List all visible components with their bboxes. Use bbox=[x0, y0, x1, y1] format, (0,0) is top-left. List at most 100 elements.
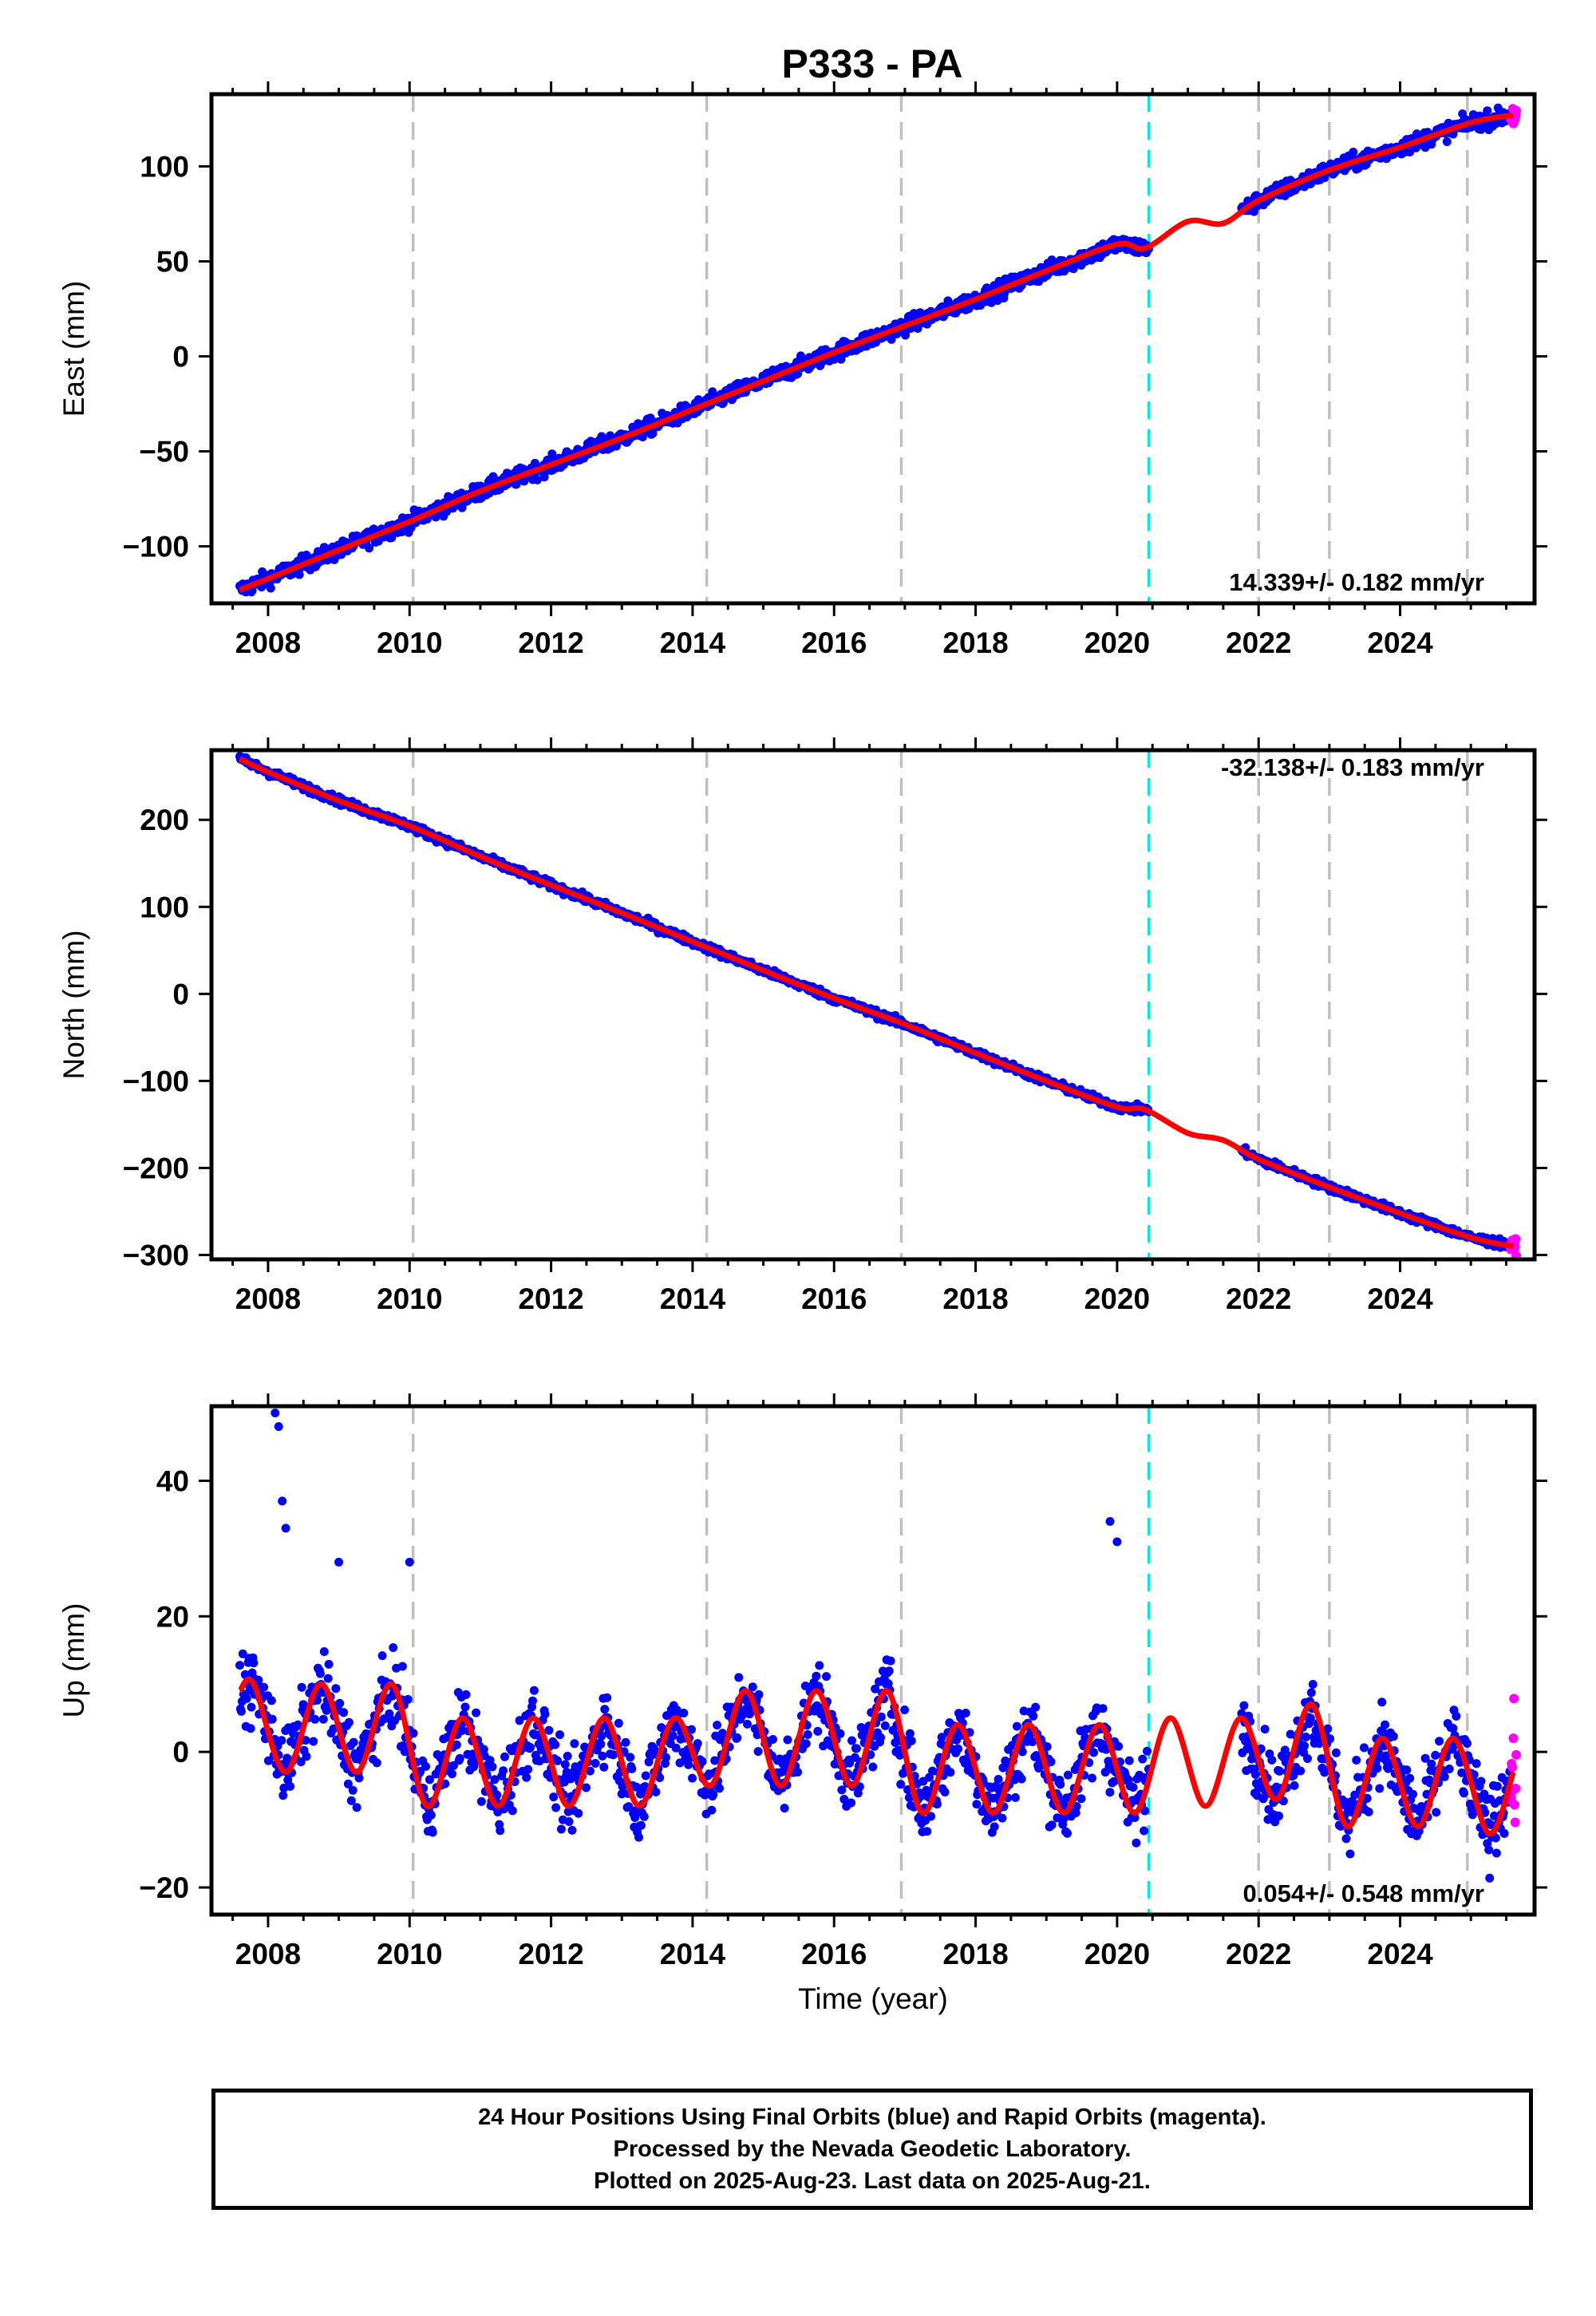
data-point bbox=[1306, 1713, 1315, 1723]
data-point bbox=[539, 472, 549, 482]
model-curve bbox=[239, 756, 1515, 1250]
x-tick-label: 2024 bbox=[1367, 1938, 1433, 1970]
velocity-label: -32.138+/- 0.183 mm/yr bbox=[1221, 753, 1484, 781]
data-point bbox=[397, 1662, 407, 1671]
data-point bbox=[884, 1666, 894, 1676]
data-point bbox=[1435, 1737, 1444, 1746]
data-point bbox=[598, 1751, 607, 1761]
data-point bbox=[526, 1743, 535, 1752]
data-point bbox=[803, 1730, 812, 1739]
up-panel: 2008 2010 2012 2014 2016 2018 2020 2022 2024−200… bbox=[57, 1393, 1547, 2015]
data-point bbox=[822, 1672, 831, 1682]
final-orbit-points bbox=[235, 1408, 1515, 1883]
data-point bbox=[614, 1718, 623, 1728]
data-point bbox=[922, 1827, 932, 1836]
data-point bbox=[662, 1753, 670, 1762]
data-point bbox=[1114, 1741, 1124, 1751]
data-point bbox=[753, 1747, 763, 1757]
data-point bbox=[876, 1733, 885, 1742]
data-point bbox=[448, 1769, 456, 1779]
plot-frame bbox=[209, 1404, 1537, 1917]
data-point bbox=[900, 1705, 910, 1714]
x-tick-label: 2020 bbox=[1084, 626, 1150, 659]
data-point bbox=[634, 1832, 643, 1842]
data-point bbox=[1143, 1746, 1152, 1756]
data-point bbox=[1260, 1725, 1270, 1734]
data-point bbox=[940, 1788, 950, 1796]
data-point bbox=[1300, 1741, 1310, 1751]
velocity-label: 0.054+/- 0.548 mm/yr bbox=[1243, 1879, 1484, 1907]
data-point bbox=[599, 1762, 609, 1772]
data-point bbox=[294, 570, 304, 579]
processing-caption: 24 Hour Positions Using Final Orbits (bl… bbox=[211, 2089, 1533, 2210]
data-point bbox=[476, 1796, 486, 1806]
data-point bbox=[1463, 1739, 1472, 1748]
data-point bbox=[428, 1828, 437, 1837]
data-point bbox=[1476, 1777, 1486, 1786]
rapid-point bbox=[1509, 1694, 1519, 1704]
data-point bbox=[461, 1690, 471, 1699]
data-point bbox=[277, 1736, 286, 1745]
data-point bbox=[1442, 137, 1452, 146]
x-tick-label: 2008 bbox=[235, 626, 301, 659]
data-point bbox=[1098, 1704, 1108, 1713]
x-tick-label: 2020 bbox=[1084, 1282, 1150, 1315]
data-point bbox=[522, 1773, 531, 1782]
y-tick-label: 100 bbox=[140, 891, 189, 923]
data-point bbox=[544, 1725, 554, 1735]
data-point bbox=[247, 1702, 256, 1712]
data-point bbox=[496, 1826, 505, 1836]
data-point bbox=[1405, 1773, 1415, 1783]
data-point bbox=[1250, 1770, 1260, 1779]
data-point bbox=[309, 1737, 318, 1746]
rapid-point bbox=[1511, 1234, 1521, 1244]
data-point bbox=[812, 1671, 821, 1681]
x-tick-label: 2008 bbox=[235, 1938, 301, 1970]
data-point bbox=[318, 1714, 328, 1724]
data-point bbox=[707, 1805, 717, 1815]
data-point bbox=[847, 1798, 856, 1808]
data-point bbox=[235, 1661, 244, 1670]
data-point bbox=[1124, 1756, 1134, 1765]
data-point bbox=[813, 1726, 823, 1736]
x-tick-label: 2012 bbox=[518, 1938, 583, 1970]
rapid-point bbox=[1510, 1800, 1519, 1810]
data-point bbox=[1303, 1754, 1312, 1763]
data-point bbox=[570, 1739, 579, 1749]
data-point bbox=[286, 1781, 295, 1791]
data-point bbox=[1389, 1732, 1398, 1741]
rapid-point bbox=[1508, 1733, 1519, 1744]
data-point bbox=[1296, 1766, 1306, 1776]
data-point bbox=[768, 1735, 777, 1744]
data-point bbox=[1275, 1766, 1284, 1776]
data-point bbox=[426, 1810, 436, 1820]
y-tick-label: 0 bbox=[172, 978, 189, 1010]
data-point bbox=[1491, 1848, 1501, 1858]
data-point bbox=[1402, 1765, 1412, 1775]
data-point bbox=[1267, 1755, 1277, 1765]
data-point bbox=[668, 1731, 678, 1741]
data-point bbox=[639, 1812, 649, 1821]
data-point bbox=[1381, 1720, 1390, 1729]
x-tick-label: 2010 bbox=[377, 626, 442, 659]
data-point bbox=[990, 1822, 999, 1832]
y-axis-label: East (mm) bbox=[57, 281, 90, 417]
x-tick-label: 2014 bbox=[660, 1938, 726, 1970]
data-point bbox=[688, 1773, 697, 1783]
y-tick-label: −200 bbox=[123, 1152, 189, 1184]
y-tick-label: −100 bbox=[123, 531, 189, 563]
outlier-point bbox=[1112, 1537, 1122, 1547]
data-point bbox=[836, 1729, 845, 1738]
data-point bbox=[365, 543, 374, 553]
data-point bbox=[780, 1804, 789, 1813]
data-point bbox=[372, 1758, 381, 1768]
y-tick-label: 0 bbox=[172, 1736, 189, 1769]
data-point bbox=[1431, 1750, 1440, 1760]
x-tick-label: 2008 bbox=[235, 1282, 301, 1315]
data-point bbox=[961, 1709, 970, 1717]
data-point bbox=[793, 1768, 803, 1777]
outlier-point bbox=[1105, 1516, 1115, 1526]
data-point bbox=[549, 1792, 559, 1802]
data-point bbox=[815, 1661, 824, 1670]
